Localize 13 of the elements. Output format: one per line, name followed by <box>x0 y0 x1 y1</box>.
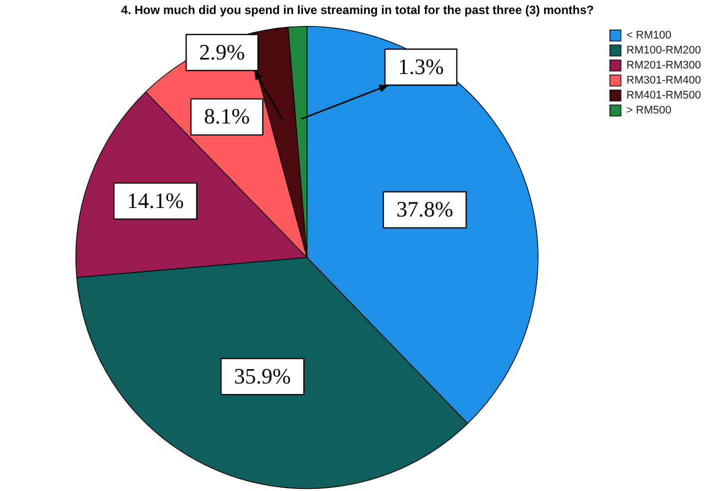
data-label: 35.9% <box>234 363 291 388</box>
legend-label: > RM500 <box>626 104 672 117</box>
legend-label: RM401-RM500 <box>626 90 702 102</box>
data-label: 14.1% <box>126 188 184 213</box>
data-label: 1.3% <box>398 54 444 79</box>
legend-label: < RM100 <box>626 30 672 42</box>
data-label: 37.8% <box>396 196 454 222</box>
legend-label: RM100-RM200 <box>626 44 702 57</box>
legend-label: RM301-RM400 <box>626 74 702 87</box>
data-label: 2.9% <box>199 39 245 64</box>
chart-title: 4. How much did you spend in live streaming in total for the past three (3) months? <box>120 3 595 17</box>
data-label: 8.1% <box>204 104 250 129</box>
legend-label: RM201-RM300 <box>626 60 702 72</box>
